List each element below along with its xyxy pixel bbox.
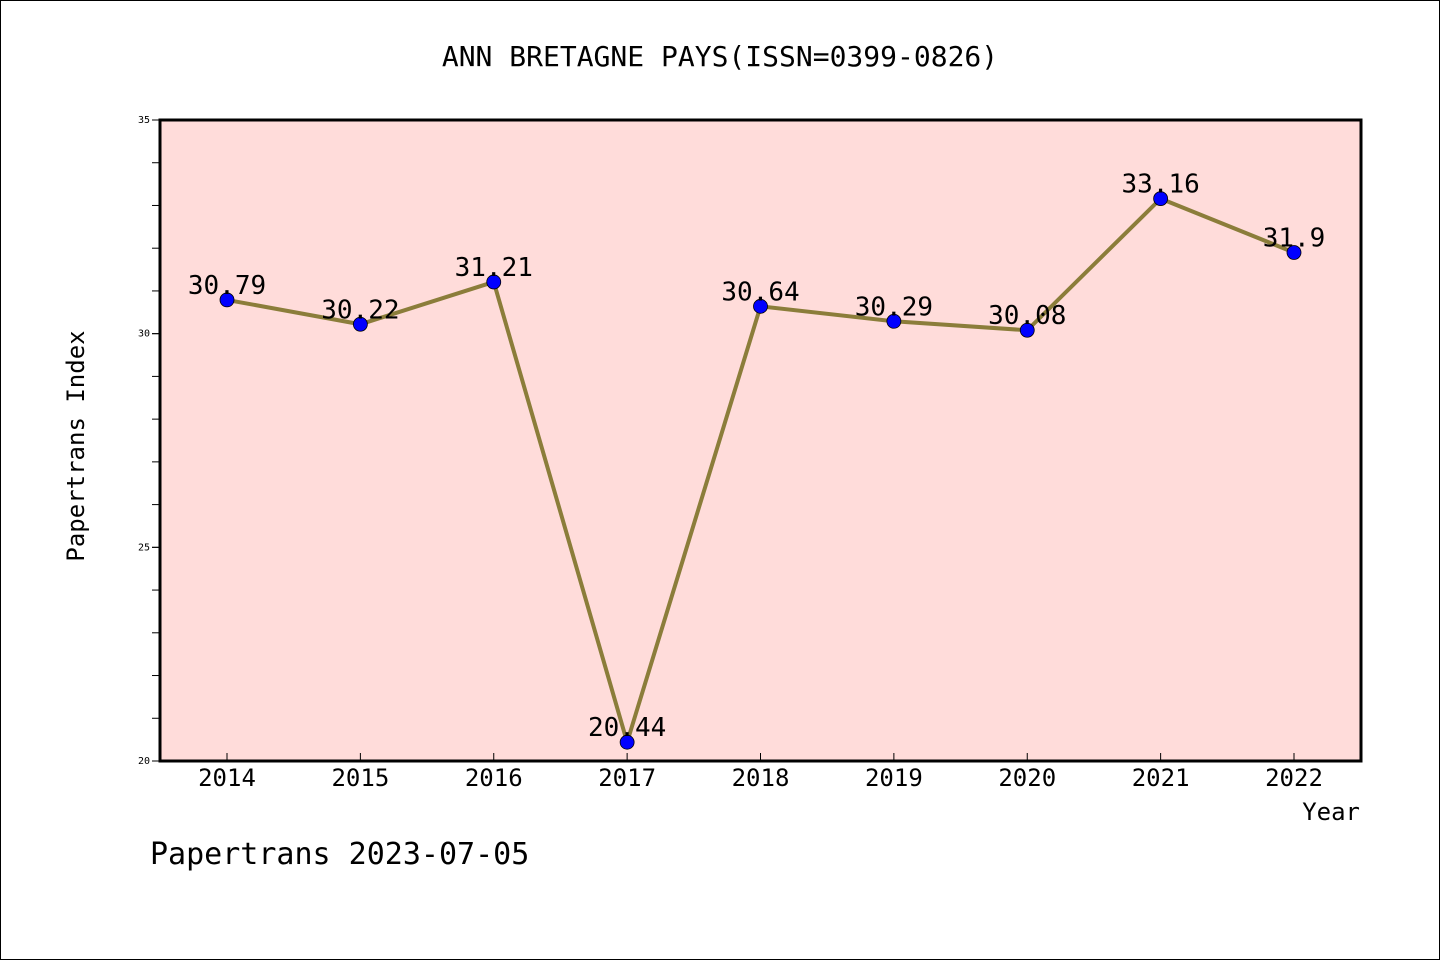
- data-point: [886, 313, 902, 329]
- y-tick-label: 25: [138, 542, 150, 553]
- x-tick-label: 2022: [1265, 764, 1323, 792]
- data-label: 31.9: [1263, 223, 1326, 253]
- data-point: [619, 734, 635, 750]
- y-axis-label: Papertrans Index: [62, 330, 90, 561]
- data-label: 30.08: [988, 301, 1066, 331]
- data-label: 30.64: [721, 277, 799, 307]
- x-tick-label: 2018: [732, 764, 790, 792]
- x-tick-label: 2019: [865, 764, 923, 792]
- chart-title: ANN BRETAGNE PAYS(ISSN=0399-0826): [442, 40, 998, 73]
- y-tick-label: 20: [138, 756, 150, 767]
- x-tick-label: 2016: [465, 764, 523, 792]
- data-point: [753, 298, 768, 314]
- data-point: [486, 274, 502, 290]
- data-point: [1019, 322, 1035, 338]
- x-axis-ticks: 2014 2015 2016 2017 2018 2019 2020 2021 2022: [198, 753, 1323, 792]
- plot-area: [160, 120, 1361, 761]
- data-label: 33.16: [1121, 170, 1199, 200]
- plot-frame: [158, 118, 1363, 763]
- data-point: [352, 316, 368, 332]
- x-tick-label: 2014: [198, 764, 256, 792]
- x-tick-label: 2020: [998, 764, 1056, 792]
- data-point: [219, 292, 235, 308]
- x-tick-label: 2017: [598, 764, 656, 792]
- data-point: [1153, 191, 1169, 207]
- x-tick-label: 2015: [331, 764, 389, 792]
- data-label: 30.79: [188, 271, 266, 301]
- y-tick-label: 35: [138, 115, 150, 126]
- data-point: [1286, 245, 1302, 260]
- data-label: 31.21: [455, 253, 533, 283]
- footer-text: Papertrans 2023-07-05: [150, 837, 529, 872]
- data-label: 30.29: [855, 292, 933, 322]
- x-axis-label: Year: [1302, 798, 1360, 826]
- data-label: 20.44: [588, 713, 666, 743]
- y-tick-label: 30: [138, 329, 150, 340]
- x-tick-label: 2021: [1132, 764, 1190, 792]
- data-label: 30.22: [321, 295, 399, 325]
- series-layer: 30.79 30.22 31.21 20.44 30.64 30.29 30.08 33.16…: [188, 170, 1325, 750]
